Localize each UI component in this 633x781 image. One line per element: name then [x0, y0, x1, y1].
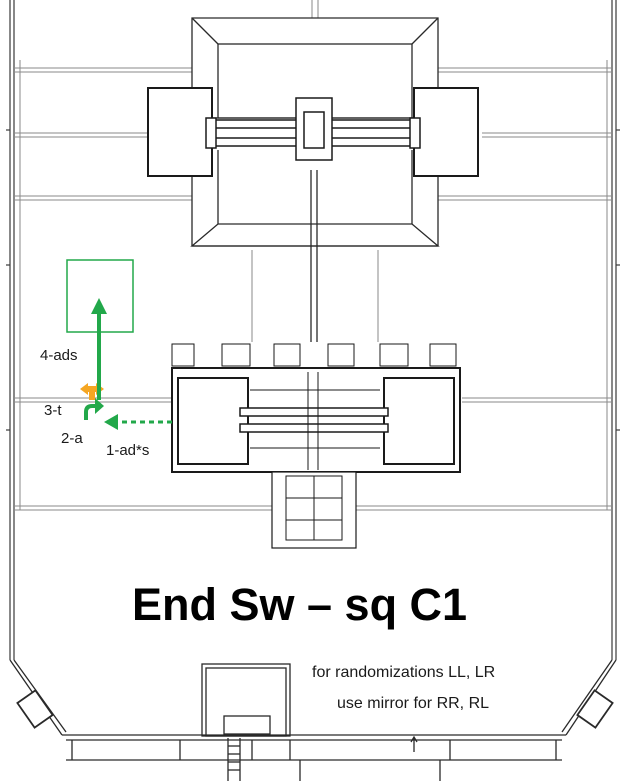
arena-lines [14, 0, 612, 511]
lower-gantry [171, 343, 461, 549]
note-line-1: for randomizations LL, LR [312, 664, 495, 681]
diagram-title: End Sw – sq C1 [132, 579, 467, 630]
top-structure [190, 17, 440, 342]
bottom-structure [9, 659, 617, 781]
step-2-arrow [84, 398, 104, 420]
step-1-arrow [104, 414, 172, 430]
step-4-label: 4-ads [40, 347, 78, 364]
step-3-label: 3-t [44, 402, 62, 419]
step-1-label: 1-ad*s [106, 442, 149, 459]
top-gantry [147, 87, 479, 177]
note-line-2: use mirror for RR, RL [337, 695, 489, 712]
step-2-label: 2-a [61, 430, 83, 447]
outer-walls [6, 0, 620, 660]
step-4-arrow [91, 298, 107, 400]
